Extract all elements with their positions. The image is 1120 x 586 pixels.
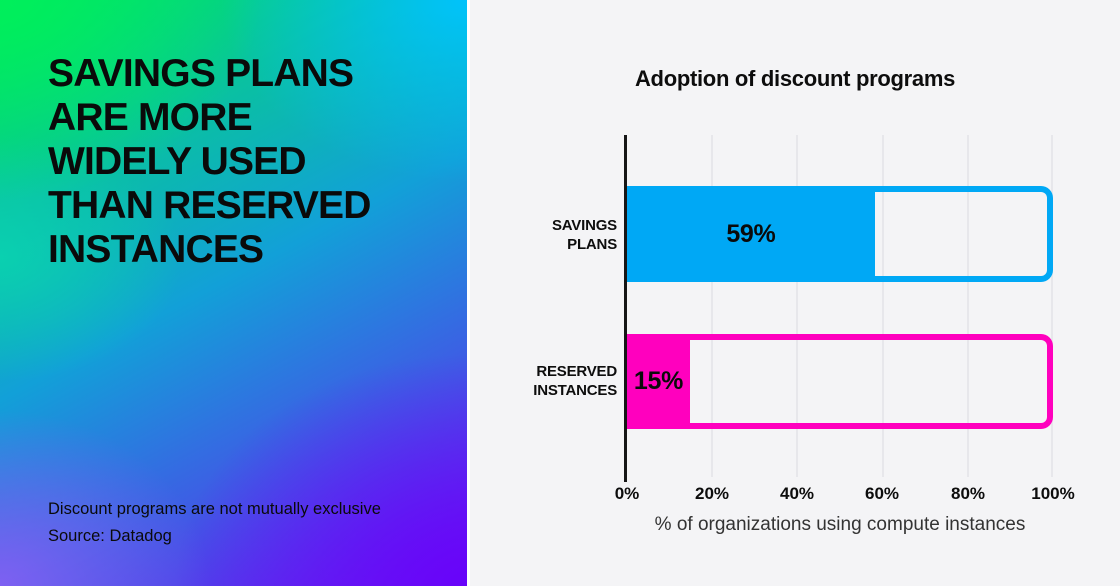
headline: SAVINGS PLANS ARE MORE WIDELY USED THAN … <box>48 52 371 272</box>
value-label-savings-plans: 59% <box>726 219 776 248</box>
x-axis-label: % of organizations using compute instanc… <box>654 514 1026 535</box>
chart-panel: Adoption of discount programs 59% 15% SA… <box>470 0 1120 586</box>
y-axis-line <box>624 135 627 482</box>
category-label-reserved-instances: RESERVED INSTANCES <box>470 362 617 400</box>
gridline-80 <box>966 135 969 477</box>
x-tick-60: 60% <box>864 484 900 503</box>
gridline-100 <box>1051 135 1053 477</box>
category-label-savings-plans: SAVINGS PLANS <box>470 216 617 254</box>
category-label-line: INSTANCES <box>533 382 617 399</box>
x-tick-20: 20% <box>694 484 730 503</box>
x-tick-100: 100% <box>1031 484 1075 503</box>
bar-track-savings-plans: 59% <box>627 186 1053 282</box>
bar-fill-reserved-instances: 15% <box>627 334 690 429</box>
chart-title: Adoption of discount programs <box>634 66 956 91</box>
headline-line: WIDELY USED <box>48 140 307 183</box>
footnote-text: Discount programs are not mutually exclu… <box>48 500 381 518</box>
headline-line: THAN RESERVED <box>48 184 371 227</box>
headline-line: ARE MORE <box>48 96 253 139</box>
category-label-line: RESERVED <box>536 363 617 380</box>
x-tick-40: 40% <box>779 484 815 503</box>
x-tick-80: 80% <box>950 484 986 503</box>
bar-fill-savings-plans: 59% <box>627 186 875 282</box>
panel-divider <box>467 0 470 586</box>
category-label-line: PLANS <box>567 236 617 253</box>
gradient-panel: SAVINGS PLANS ARE MORE WIDELY USED THAN … <box>0 0 467 586</box>
gridline-60 <box>881 135 884 477</box>
x-tick-0: 0% <box>614 484 640 503</box>
gridline-40 <box>796 135 799 477</box>
source-text: Source: Datadog <box>48 527 172 545</box>
gridline-20 <box>711 135 714 477</box>
headline-line: INSTANCES <box>48 228 264 271</box>
footnote: Discount programs are not mutually exclu… <box>48 496 381 550</box>
category-label-line: SAVINGS <box>551 217 617 234</box>
bar-track-reserved-instances: 15% <box>627 334 1053 429</box>
value-label-reserved-instances: 15% <box>633 367 684 395</box>
headline-line: SAVINGS PLANS <box>48 52 354 95</box>
plot-area: 59% 15% <box>624 135 1053 482</box>
